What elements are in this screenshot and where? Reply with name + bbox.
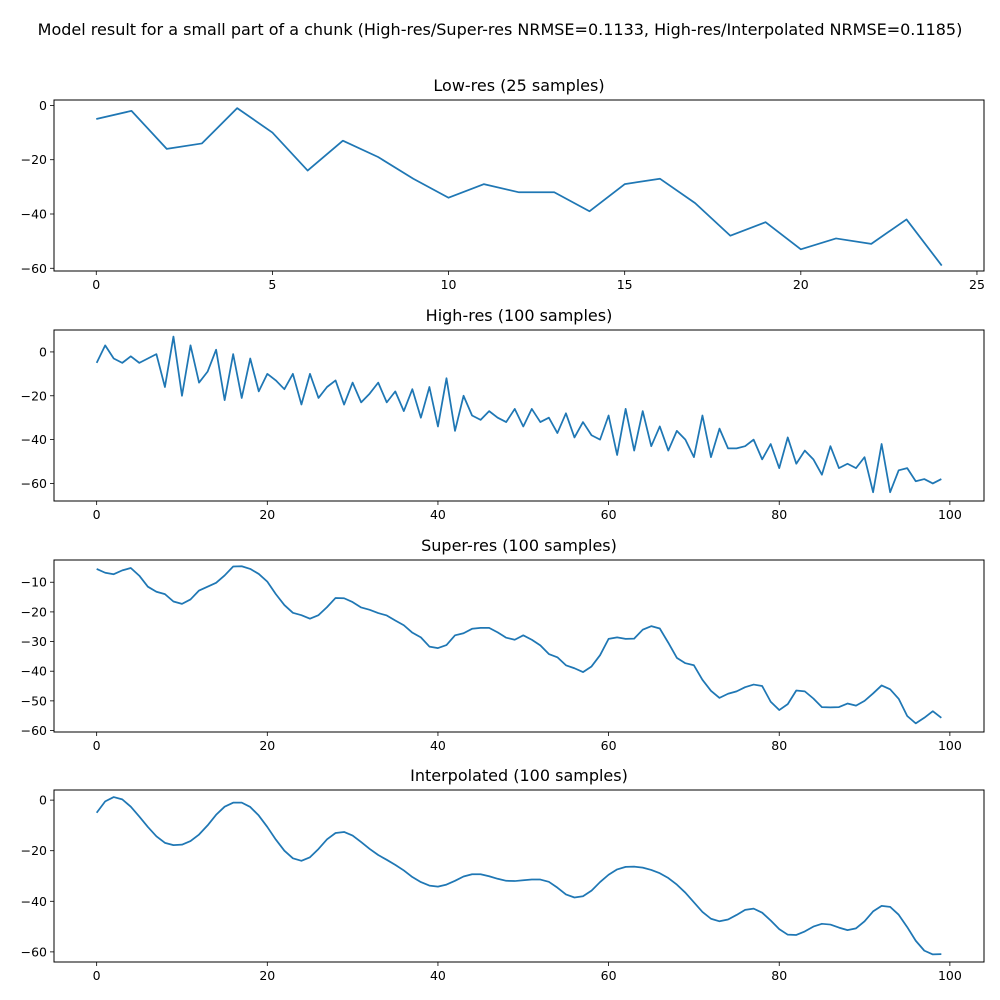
y-tick-label: 0 bbox=[39, 98, 47, 113]
x-tick-label: 80 bbox=[771, 968, 787, 983]
x-tick-label: 10 bbox=[441, 277, 457, 292]
x-tick-label: 15 bbox=[617, 277, 633, 292]
x-tick-label: 40 bbox=[430, 738, 446, 753]
x-tick-label: 40 bbox=[430, 507, 446, 522]
y-tick-label: −50 bbox=[21, 693, 47, 708]
x-tick-label: 60 bbox=[601, 738, 617, 753]
y-tick-label: −40 bbox=[21, 207, 47, 222]
subplot-title: High-res (100 samples) bbox=[426, 306, 613, 325]
subplot-3: Super-res (100 samples) 0 20 40 60 80 100 −10 −2… bbox=[21, 536, 985, 753]
x-tick-label: 20 bbox=[259, 968, 275, 983]
y-tick-label: −60 bbox=[21, 476, 47, 491]
y-tick-label: −60 bbox=[21, 723, 47, 738]
y-tick-label: −20 bbox=[21, 388, 47, 403]
axes-frame bbox=[53, 559, 985, 733]
subplot-title: Interpolated (100 samples) bbox=[410, 766, 628, 785]
subplot-title: Low-res (25 samples) bbox=[433, 76, 604, 95]
x-tick-label: 80 bbox=[771, 507, 787, 522]
x-tick-label: 40 bbox=[430, 968, 446, 983]
x-tick-label: 100 bbox=[938, 968, 962, 983]
subplot-1: Low-res (25 samples) 0 5 10 15 20 25 0 −20 −40 −60 bbox=[21, 76, 985, 292]
axes-frame bbox=[53, 99, 985, 272]
subplot-title: Super-res (100 samples) bbox=[421, 536, 617, 555]
x-tick-label: 0 bbox=[93, 507, 101, 522]
x-tick-label: 0 bbox=[92, 277, 100, 292]
x-tick-label: 20 bbox=[793, 277, 809, 292]
x-tick-label: 5 bbox=[268, 277, 276, 292]
figure-suptitle: Model result for a small part of a chunk… bbox=[38, 20, 963, 39]
x-tick-label: 20 bbox=[259, 738, 275, 753]
x-tick-label: 100 bbox=[938, 738, 962, 753]
x-tick-label: 60 bbox=[601, 507, 617, 522]
y-tick-label: −30 bbox=[21, 634, 47, 649]
y-tick-label: −40 bbox=[21, 894, 47, 909]
x-tick-label: 80 bbox=[771, 738, 787, 753]
series-line-1 bbox=[96, 107, 943, 267]
subplots: Low-res (25 samples) 0 5 10 15 20 25 0 −20 −40 −60… bbox=[21, 76, 985, 983]
y-tick-label: 0 bbox=[39, 793, 47, 808]
y-tick-label: −20 bbox=[21, 604, 47, 619]
x-tick-label: 0 bbox=[93, 738, 101, 753]
axes-frame bbox=[53, 329, 985, 502]
subplot-2: High-res (100 samples) 0 20 40 60 80 100 0 −20 −4… bbox=[21, 306, 985, 522]
x-tick-label: 0 bbox=[93, 968, 101, 983]
x-tick-label: 100 bbox=[938, 507, 962, 522]
y-tick-label: −40 bbox=[21, 432, 47, 447]
x-tick-label: 20 bbox=[259, 507, 275, 522]
axes-frame bbox=[53, 789, 985, 963]
x-tick-label: 60 bbox=[601, 968, 617, 983]
subplot-4: Interpolated (100 samples) 0 20 40 60 80 100 0 −… bbox=[21, 766, 985, 983]
y-tick-label: −20 bbox=[21, 152, 47, 167]
x-tick-label: 25 bbox=[969, 277, 985, 292]
series-line-1 bbox=[96, 565, 942, 725]
y-tick-label: −20 bbox=[21, 843, 47, 858]
y-tick-label: −60 bbox=[21, 944, 47, 959]
y-tick-label: 0 bbox=[39, 344, 47, 359]
series-line-1 bbox=[95, 796, 942, 956]
y-tick-label: −60 bbox=[21, 261, 47, 276]
y-tick-label: −40 bbox=[21, 664, 47, 679]
y-tick-label: −10 bbox=[21, 575, 47, 590]
series-line-1 bbox=[95, 335, 942, 494]
